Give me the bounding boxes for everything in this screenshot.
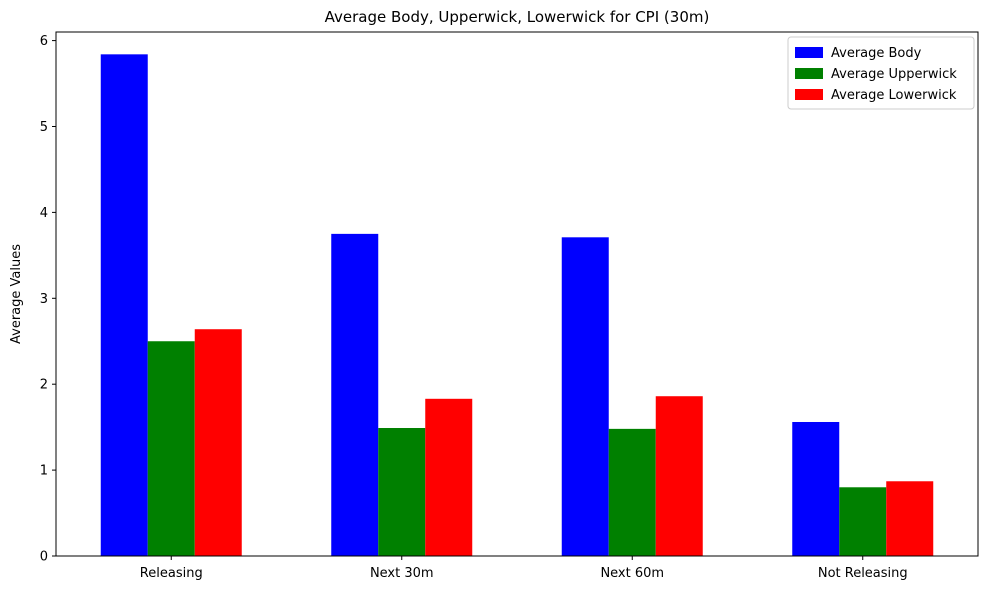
x-tick-label: Releasing (140, 566, 203, 581)
bars-layer (100, 54, 934, 557)
y-tick-label: 4 (40, 206, 48, 221)
y-tick-label: 3 (40, 292, 48, 307)
bar-average-upperwick-next-60m (608, 428, 656, 556)
y-tick-label: 1 (40, 464, 48, 479)
y-axis-ticks: 0 1 2 3 4 5 6 (40, 34, 56, 565)
x-axis-ticks: Releasing Next 30m Next 60m Not Releasing (140, 556, 908, 581)
bar-average-body-releasing (100, 54, 148, 557)
x-tick-label: Not Releasing (818, 566, 908, 581)
y-tick-label: 5 (40, 120, 48, 135)
bar-average-body-next-60m (561, 237, 609, 556)
plot-frame (55, 31, 979, 557)
legend-label: Average Body (831, 46, 922, 61)
chart-title: Average Body, Upperwick, Lowerwick for C… (325, 8, 710, 26)
y-tick-label: 6 (40, 34, 48, 49)
y-tick-label: 0 (40, 550, 48, 565)
bar-average-upperwick-releasing (147, 341, 195, 556)
bar-average-lowerwick-next-30m (425, 398, 473, 556)
legend-swatch (795, 89, 823, 100)
x-tick-label: Next 60m (600, 566, 664, 581)
bar-average-lowerwick-next-60m (655, 396, 703, 556)
bar-average-lowerwick-not-releasing (886, 481, 934, 556)
y-tick-label: 2 (40, 378, 48, 393)
legend: Average Body Average Upperwick Average Low… (787, 36, 975, 110)
bar-average-lowerwick-releasing (194, 329, 242, 556)
bar-average-body-next-30m (331, 233, 379, 557)
legend-box (787, 36, 975, 110)
legend-label: Average Lowerwick (831, 88, 957, 103)
legend-label: Average Upperwick (831, 67, 957, 82)
bar-average-body-not-releasing (792, 421, 840, 556)
bar-average-upperwick-not-releasing (839, 487, 887, 556)
y-axis-title: Average Values (9, 244, 24, 344)
legend-swatch (795, 68, 823, 79)
x-tick-label: Next 30m (370, 566, 434, 581)
legend-swatch (795, 47, 823, 58)
bar-average-upperwick-next-30m (378, 428, 426, 556)
